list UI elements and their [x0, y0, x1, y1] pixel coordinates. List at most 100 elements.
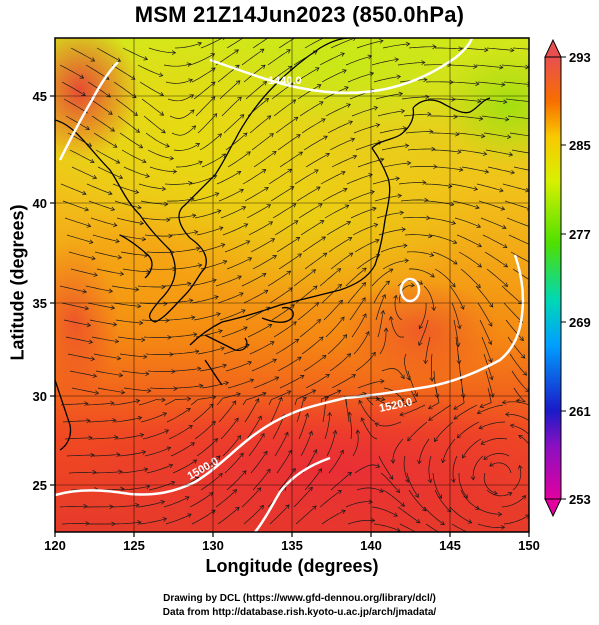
streamline-arrow [563, 46, 567, 50]
streamline-arrow [318, 336, 324, 342]
streamline-arrow [120, 486, 125, 492]
streamline [305, 374, 330, 389]
streamline [69, 149, 95, 163]
streamline [293, 269, 316, 287]
streamline-arrow [261, 169, 267, 174]
streamline [503, 514, 529, 525]
streamline-arrow [372, 206, 377, 212]
streamline-arrow [563, 388, 567, 392]
streamline [249, 115, 272, 134]
streamline-arrow [133, 111, 138, 116]
streamline [356, 40, 384, 49]
streamline [149, 387, 178, 390]
streamline-arrow [413, 392, 419, 398]
streamline-arrow [500, 525, 506, 530]
streamline [224, 452, 244, 474]
streamline [375, 294, 386, 321]
streamline [432, 132, 459, 135]
streamline [383, 162, 411, 168]
streamline [189, 279, 217, 287]
streamline-arrow [86, 418, 91, 424]
streamline-arrow [197, 41, 203, 47]
streamline [355, 352, 376, 372]
streamline [92, 454, 120, 457]
streamline-arrow [479, 116, 484, 121]
streamline-arrow [291, 467, 296, 473]
streamline-arrow [489, 462, 494, 467]
streamline-arrow [234, 417, 239, 423]
streamline [89, 319, 117, 326]
streamline [223, 344, 250, 355]
streamline-arrow [186, 281, 192, 287]
streamline-arrow [82, 190, 87, 196]
streamline-arrow [393, 294, 398, 300]
colorbar-tick-261: 261 [569, 404, 591, 419]
streamline-arrow [272, 255, 277, 260]
streamline-arrow [131, 93, 137, 99]
streamline [123, 387, 151, 392]
streamline-arrow [407, 436, 412, 442]
streamline [349, 297, 366, 321]
streamline-arrow [257, 415, 262, 421]
streamline-arrow [453, 415, 459, 420]
streamline-arrow [269, 133, 274, 138]
streamline-arrow [348, 120, 354, 125]
streamline-arrow [321, 354, 327, 360]
streamline-arrow [246, 34, 250, 38]
streamline [344, 396, 350, 423]
streamline [484, 251, 508, 268]
streamline-arrow [375, 253, 381, 259]
streamline [530, 506, 550, 524]
y-tick-25: 25 [33, 478, 47, 493]
streamline-arrow [525, 187, 529, 193]
streamline-arrow [337, 490, 342, 495]
streamline-arrow [234, 49, 239, 54]
streamline-arrow [351, 374, 356, 379]
streamline-arrow [142, 158, 147, 164]
streamline [215, 275, 242, 287]
streamline [503, 81, 529, 85]
contour-label-1440: 1440.0 [268, 75, 302, 87]
streamline [60, 403, 89, 406]
streamline-arrow [104, 75, 110, 80]
streamline-arrow [239, 452, 244, 458]
streamline [253, 151, 277, 168]
streamline [59, 285, 87, 293]
streamline [221, 96, 242, 117]
streamline [190, 175, 217, 185]
streamline [502, 401, 529, 406]
streamline [326, 430, 336, 457]
streamline [116, 217, 144, 224]
streamline-arrow [293, 220, 299, 225]
streamline-arrow [323, 135, 328, 140]
streamline [427, 98, 456, 100]
streamline [142, 217, 170, 221]
streamline-arrow [284, 431, 289, 437]
colorbar-tick-277: 277 [569, 227, 591, 242]
streamline [345, 55, 372, 66]
colorbar-top-arrow [544, 38, 562, 58]
streamline-arrow [85, 521, 90, 526]
streamline [115, 319, 143, 324]
streamline [163, 283, 191, 287]
streamline-arrow [520, 354, 526, 359]
streamline-arrow [400, 398, 405, 403]
streamline [458, 251, 482, 268]
streamline-arrow [188, 425, 193, 430]
streamline [93, 353, 121, 359]
streamline-arrow [400, 108, 406, 114]
streamline [242, 392, 267, 406]
streamline [70, 47, 95, 62]
streamline-arrow [518, 464, 523, 470]
streamline-arrow [247, 257, 253, 262]
streamline [480, 217, 507, 229]
streamline [243, 64, 266, 83]
streamline [270, 397, 282, 423]
streamline-arrow [488, 303, 494, 308]
streamline-arrow [118, 372, 124, 378]
streamline-arrow [247, 361, 253, 366]
streamline-arrow [112, 222, 118, 228]
streamline-arrow [243, 326, 248, 331]
streamline [246, 415, 262, 440]
streamline-arrow [452, 239, 458, 245]
